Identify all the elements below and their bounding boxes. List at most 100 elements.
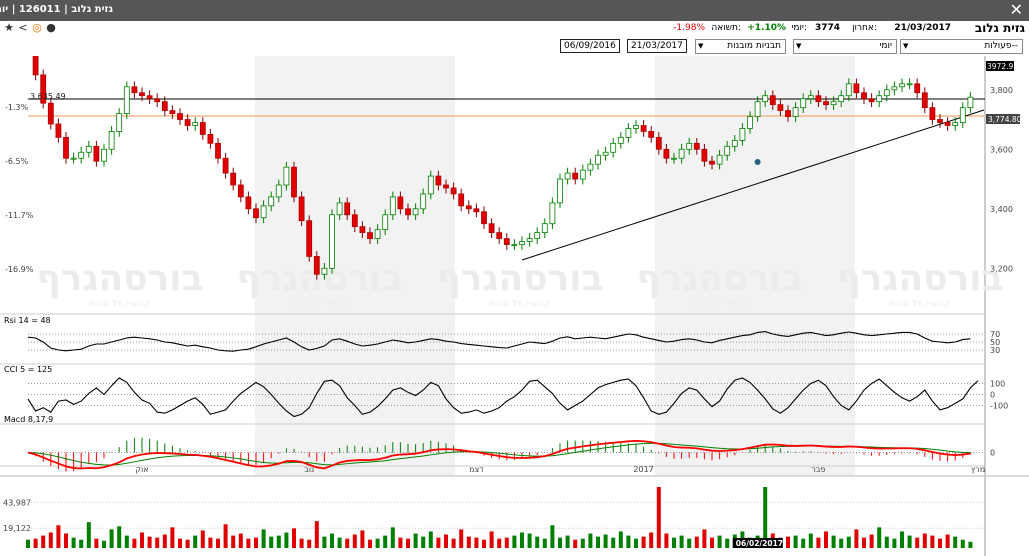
volume-bar [56,525,61,548]
candle-up [321,267,328,275]
candle-up [610,142,617,153]
candle-up [792,107,799,117]
candle-down [443,184,449,189]
date-from-field[interactable]: 06/09/2016 [560,39,620,53]
candle-down [655,136,662,150]
candle-up [389,196,396,216]
volume-bar [786,536,790,548]
candle-down [169,110,176,114]
volume-bar [147,536,152,548]
month-label: דצמ [469,465,484,474]
volume-bar [550,525,555,548]
candle-down [701,148,708,162]
volume-bar [489,531,494,548]
candle-down [823,101,829,106]
volume-bar [94,538,99,548]
target-icon[interactable]: ◎ [32,21,42,34]
volume-bar [269,536,274,548]
day-change: +1.10% [747,23,786,33]
candle-up [108,131,115,150]
candle-down [32,56,39,76]
volume-bar [702,529,707,548]
price-tick: 3,400 [990,205,1013,214]
volume-bar [922,533,927,548]
candle-down [93,145,100,162]
volume-bar [254,537,258,548]
security-name: גזית גלוב [974,21,1025,35]
share-icon[interactable]: < [18,21,28,34]
period-label: יומי [879,41,892,51]
volume-bar [497,538,502,548]
percent-tick: -1.3% [5,103,29,112]
star-icon[interactable]: ★ [4,21,14,34]
volume-tick: 43,987 [3,499,31,508]
volume-bar [398,537,403,548]
volume-bar [573,539,578,548]
volume-bar [535,536,540,548]
watermark-logo: בורסהגרף [636,258,803,299]
candle-up [412,208,419,216]
candle-down [199,122,206,135]
candle-down [663,148,670,159]
return-value: -1.98% [673,23,705,33]
volume-bar [915,537,920,548]
percent-tick: -16.9% [5,265,34,274]
quote-date: 21/03/2017 [894,23,951,33]
volume-bar [846,536,851,548]
candle-up [268,196,275,207]
volume-bar [444,534,448,548]
volume-bar [322,536,327,548]
volume-bar [314,521,319,548]
volume-bar [208,537,213,548]
volume-bar [64,533,68,548]
candle-down [131,86,138,94]
candle-down [815,95,822,103]
price-top-label: 3972.91 [987,62,1018,71]
volume-bar [816,537,821,548]
price-tick: 3,200 [990,264,1013,273]
candle-up [800,98,807,109]
volume-bar [945,534,950,548]
candle-up [123,86,130,114]
comment-icon[interactable]: ● [46,21,56,34]
candle-up [754,101,761,117]
actions-dropdown[interactable]: --פעולות ▼ [900,39,1023,54]
close-icon[interactable]: ✕ [1009,0,1023,19]
volume-bar [71,537,76,548]
candle-down [397,196,404,210]
volume-bar [330,533,334,548]
volume-bar [504,537,509,548]
price-tick: 3,600 [990,145,1013,154]
volume-bar [687,538,692,548]
candle-up [967,96,974,109]
candle-up [541,223,548,234]
volume-bar [170,527,175,548]
candle-up [579,169,586,180]
volume-bar [223,524,228,548]
date-to-field[interactable]: 21/03/2017 [627,39,687,53]
percent-tick: -6.5% [5,157,29,166]
window-title: גזית גלוב | 126011 | יומי [0,4,113,15]
candle-down [769,95,776,106]
patterns-label: תבניות מובנות [727,41,781,51]
return-label: תשואה: [711,23,741,33]
watermark-logo: בורסהגרף [236,258,403,299]
candle-up [617,136,624,144]
volume-bar [892,538,897,548]
candle-down [298,196,305,222]
candle-up [952,122,959,126]
period-dropdown[interactable]: יומי ▼ [793,39,897,54]
patterns-dropdown[interactable]: תבניות מובנות ▼ [695,39,786,54]
candle-up [260,205,267,219]
volume-bar [459,529,464,548]
candle-down [351,214,358,228]
volume-bar [884,536,889,548]
candle-up [336,202,343,216]
candle-up [78,151,85,159]
volume-bar [185,539,190,548]
candle-down [777,104,784,111]
volume-bar [178,538,182,548]
volume-bar [48,532,53,548]
volume-bar [527,533,532,548]
